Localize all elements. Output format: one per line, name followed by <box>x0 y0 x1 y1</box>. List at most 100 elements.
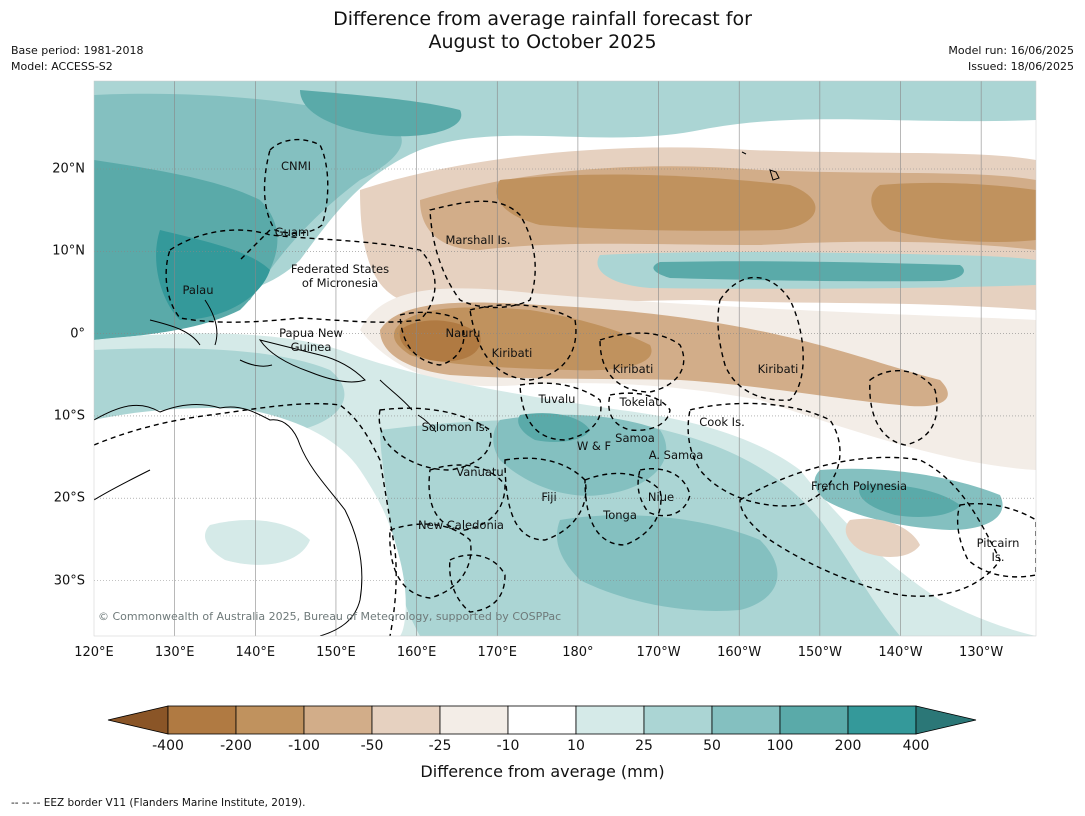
colorbar-tick-label: 400 <box>902 738 930 754</box>
colorbar-extend-low <box>107 705 169 735</box>
longitude-label: 140°E <box>235 645 276 660</box>
longitude-label: 150°E <box>316 645 356 660</box>
place-label: Federated States of Micronesia <box>290 262 390 290</box>
hawaii-coast <box>741 151 780 181</box>
place-label: Palau <box>182 283 214 297</box>
eez-kiribati-central <box>599 332 685 393</box>
longitude-label: 160°E <box>396 645 437 660</box>
eez-cnmi <box>263 138 329 234</box>
place-label: Papua New Guinea <box>279 326 343 354</box>
longitude-label: 180° <box>562 645 594 660</box>
eez-border-layer <box>94 138 1036 636</box>
place-label: A. Samoa <box>648 448 704 462</box>
longitude-label: 170°W <box>636 645 681 660</box>
latitude-label: 0° <box>70 326 85 342</box>
longitude-label: 130°W <box>959 645 1004 660</box>
longitude-label: 150°W <box>797 645 842 660</box>
eez-new-caledonia <box>389 523 472 599</box>
issued-text: Issued: 18/06/2025 <box>967 60 1074 73</box>
colorbar-segment <box>439 705 509 735</box>
colorbar-extend-high <box>915 705 977 735</box>
longitude-label: 170°E <box>477 645 518 660</box>
map-title-line-1: Difference from average rainfall forecas… <box>333 8 752 30</box>
eez-tokelau <box>608 392 671 432</box>
place-label: Kiribati <box>612 362 654 376</box>
colorbar-segment <box>643 705 713 735</box>
latitude-label: 20°N <box>52 161 85 177</box>
eez-norfolk <box>448 554 506 613</box>
colorbar-title: Difference from average (mm) <box>420 762 665 781</box>
place-label: Fiji <box>541 490 557 504</box>
colorbar-segment <box>847 705 917 735</box>
eez-marquesas <box>869 370 938 446</box>
west-australia-coast <box>94 469 151 501</box>
eez-cook <box>687 402 841 507</box>
colorbar-segment <box>303 705 373 735</box>
colorbar-tick-label: -50 <box>360 738 384 754</box>
eez-french-polynesia <box>739 456 1001 597</box>
eez-vanuatu <box>428 464 506 531</box>
eez-solomon <box>378 407 492 471</box>
colorbar-segment <box>575 705 645 735</box>
latitude-label: 20°S <box>53 490 85 506</box>
australia-coastline <box>94 404 363 636</box>
colorbar-tick-label: -400 <box>152 738 184 754</box>
map-title-line-2: August to October 2025 <box>428 31 657 53</box>
place-label: Kiribati <box>757 362 799 376</box>
longitude-label: 160°W <box>717 645 762 660</box>
rainfall-anomaly-map <box>93 80 1037 637</box>
eez-marshall <box>429 200 536 309</box>
eez-niue <box>637 468 691 517</box>
place-label: New Caledonia <box>418 518 504 532</box>
place-label: Tuvalu <box>538 392 576 406</box>
place-label: Vanuatu <box>456 465 504 479</box>
eez-kiribati-east <box>717 276 804 401</box>
place-label: Nauru <box>445 326 481 340</box>
place-label: Solomon Is. <box>421 420 489 434</box>
colorbar-tick-label: 100 <box>766 738 794 754</box>
colorbar-tick-label: 200 <box>834 738 862 754</box>
colorbar-segment <box>167 705 237 735</box>
eez-pitcairn <box>956 503 1036 578</box>
colorbar-tick-label: 25 <box>635 738 653 754</box>
eez-tuvalu <box>519 382 602 441</box>
colorbar-segment <box>371 705 441 735</box>
colorbar-tick-label: 50 <box>703 738 721 754</box>
model-run-text: Model run: 16/06/2025 <box>948 44 1074 57</box>
map-frame <box>93 80 1037 637</box>
place-label: Tonga <box>603 508 637 522</box>
place-label: W & F <box>576 439 612 453</box>
place-label: Cook Is. <box>699 415 745 429</box>
latitude-label: 30°S <box>53 573 85 588</box>
colorbar-tick-label: -10 <box>496 738 520 754</box>
coastline-layer <box>94 151 780 636</box>
copyright-text: © Commonwealth of Australia 2025, Bureau… <box>98 610 562 623</box>
longitude-label: 120°E <box>74 645 114 660</box>
colorbar-tick-label: -25 <box>428 738 452 754</box>
place-label: Niue <box>647 490 675 504</box>
eez-footnote: -- -- -- EEZ border V11 (Flanders Marine… <box>11 797 306 809</box>
place-label: Samoa <box>615 431 655 445</box>
place-label: Pitcairn Is. <box>976 536 1020 564</box>
new-guinea-coastline <box>258 339 366 383</box>
colorbar-segment <box>779 705 849 735</box>
place-label: Tokelau <box>619 395 663 409</box>
maritime-islands <box>149 299 273 367</box>
colorbar-segment <box>235 705 305 735</box>
graticule <box>94 81 1036 636</box>
place-label: French Polynesia <box>810 479 908 493</box>
eez-australia <box>94 402 397 636</box>
eez-kiribati-west <box>469 304 577 381</box>
colorbar-segment <box>507 705 577 735</box>
latitude-label: 10°S <box>53 408 85 424</box>
longitude-label: 130°E <box>154 645 195 660</box>
base-period-text: Base period: 1981-2018 <box>11 44 144 57</box>
eez-guam <box>239 229 271 261</box>
eez-fiji <box>504 457 587 541</box>
eez-tonga <box>584 472 662 546</box>
latitude-label: 10°N <box>52 243 85 259</box>
eez-nauru <box>399 311 465 366</box>
colorbar-segment <box>711 705 781 735</box>
colorbar <box>107 705 977 735</box>
place-label: Guam <box>274 225 310 239</box>
